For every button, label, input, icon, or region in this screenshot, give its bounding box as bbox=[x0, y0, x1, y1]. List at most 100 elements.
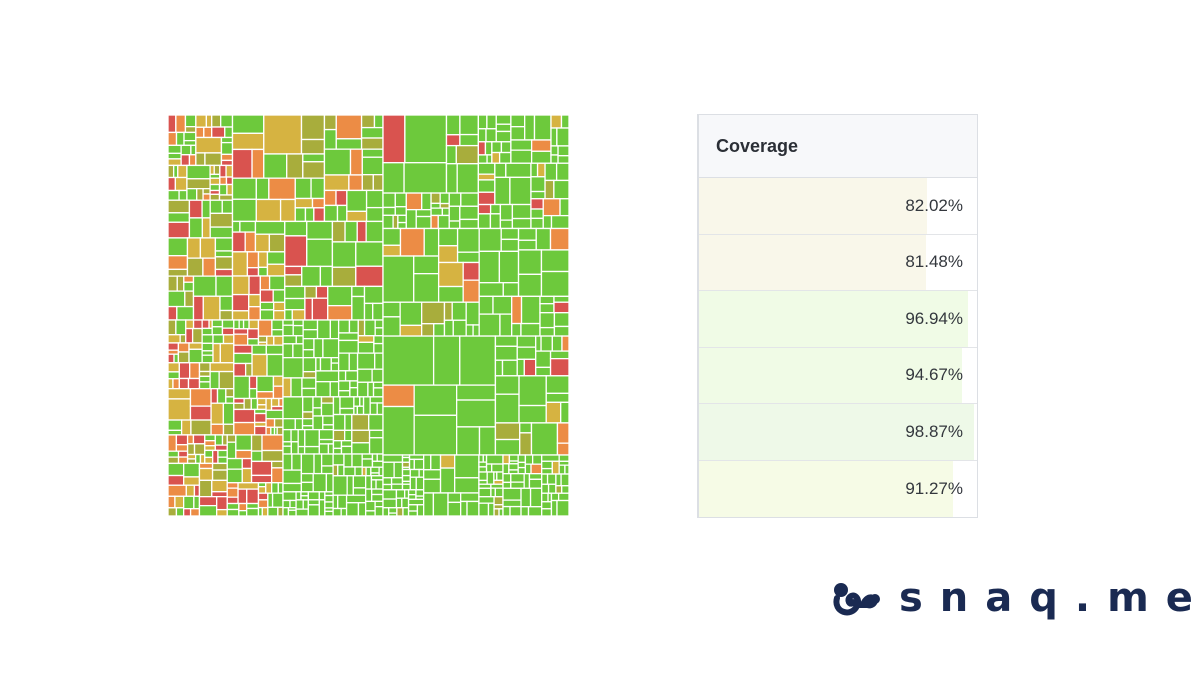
treemap-cell bbox=[539, 312, 556, 329]
treemap-cell bbox=[251, 148, 265, 179]
treemap-cell bbox=[186, 178, 211, 190]
treemap-cell bbox=[233, 344, 253, 355]
coverage-row: 82.02% bbox=[699, 178, 977, 235]
treemap-cell bbox=[456, 426, 481, 456]
treemap-cell bbox=[312, 407, 323, 417]
treemap-cell bbox=[382, 477, 393, 486]
treemap-cell bbox=[282, 445, 292, 455]
squirrel-icon bbox=[833, 583, 880, 616]
treemap-cell bbox=[261, 449, 284, 463]
treemap-cell bbox=[222, 402, 235, 425]
treemap-cell bbox=[214, 250, 234, 258]
brand-logo[interactable]: snaq.me bbox=[833, 576, 1200, 620]
treemap-cell bbox=[270, 467, 284, 484]
treemap-cell bbox=[177, 351, 190, 364]
treemap-cell bbox=[302, 357, 317, 373]
treemap-cell bbox=[331, 266, 357, 288]
treemap-cell bbox=[231, 220, 241, 233]
treemap-cell bbox=[517, 249, 543, 275]
treemap-cell bbox=[502, 505, 511, 516]
treemap-cell bbox=[256, 375, 275, 393]
treemap-cell bbox=[168, 378, 174, 390]
treemap-cell bbox=[327, 443, 335, 455]
treemap-cell bbox=[545, 401, 562, 424]
treemap-cell bbox=[395, 497, 403, 509]
treemap-cell bbox=[530, 422, 559, 456]
coverage-row: 94.67% bbox=[699, 347, 977, 404]
treemap-cell bbox=[486, 154, 493, 164]
treemap-cell bbox=[536, 162, 546, 178]
treemap-cell bbox=[415, 476, 425, 491]
treemap-cell bbox=[344, 413, 353, 431]
treemap-cell bbox=[542, 214, 553, 230]
treemap-cell bbox=[284, 274, 303, 288]
treemap-cell bbox=[560, 115, 569, 129]
treemap-cell bbox=[447, 501, 462, 516]
treemap-cell bbox=[329, 319, 340, 340]
treemap-cell bbox=[210, 388, 219, 404]
treemap-cell bbox=[437, 245, 459, 264]
treemap-cell bbox=[374, 352, 384, 370]
treemap-cell bbox=[246, 251, 260, 269]
treemap-cell bbox=[560, 473, 569, 487]
treemap-cell bbox=[201, 217, 211, 239]
treemap-cell bbox=[455, 144, 480, 165]
treemap-cell bbox=[306, 220, 334, 240]
treemap-cell bbox=[277, 506, 284, 516]
treemap-cell bbox=[307, 504, 320, 516]
treemap-cell bbox=[322, 424, 335, 431]
treemap-cell bbox=[292, 343, 304, 359]
treemap-cell bbox=[221, 319, 235, 329]
treemap-cell bbox=[553, 312, 569, 328]
treemap-cell bbox=[294, 207, 307, 223]
treemap-cell bbox=[500, 238, 520, 253]
treemap-cell bbox=[219, 309, 234, 321]
treemap-cell bbox=[284, 265, 303, 276]
treemap-cell bbox=[188, 154, 197, 167]
treemap-cell bbox=[282, 453, 293, 471]
treemap-cell bbox=[256, 391, 275, 400]
treemap-cell bbox=[494, 422, 521, 441]
treemap-cell bbox=[231, 148, 253, 179]
treemap-cell bbox=[399, 227, 425, 257]
treemap-cell bbox=[168, 419, 183, 431]
treemap-cell bbox=[509, 176, 532, 206]
treemap-cell bbox=[415, 215, 432, 230]
treemap-cell bbox=[439, 467, 456, 494]
treemap-cell bbox=[456, 163, 480, 194]
treemap-cell bbox=[266, 263, 286, 277]
treemap-cell bbox=[282, 499, 291, 509]
treemap-cell bbox=[456, 384, 497, 401]
treemap-cell bbox=[396, 507, 404, 516]
treemap-cell bbox=[168, 305, 178, 321]
treemap-cell bbox=[460, 192, 480, 207]
treemap-cell bbox=[494, 162, 507, 179]
treemap-cell bbox=[168, 131, 178, 147]
treemap-cell bbox=[382, 227, 402, 246]
treemap-cell bbox=[361, 453, 374, 460]
treemap-cell bbox=[337, 464, 345, 477]
treemap-cell bbox=[376, 402, 384, 416]
coverage-value: 94.67% bbox=[905, 365, 963, 385]
treemap-cell bbox=[231, 231, 246, 253]
treemap-cell bbox=[365, 475, 373, 490]
treemap-cell bbox=[216, 508, 228, 516]
treemap-cell bbox=[530, 190, 546, 200]
treemap-cell bbox=[487, 502, 495, 516]
treemap-cell bbox=[255, 177, 270, 201]
treemap-cell bbox=[353, 396, 361, 407]
treemap-cell bbox=[520, 322, 541, 337]
treemap-cell bbox=[368, 437, 384, 455]
treemap-cell bbox=[295, 508, 309, 516]
treemap-cell bbox=[168, 334, 181, 344]
treemap-cell bbox=[178, 377, 190, 390]
treemap-cell bbox=[217, 449, 228, 458]
treemap-cell bbox=[176, 305, 195, 321]
treemap-cell bbox=[367, 381, 375, 398]
treemap-cell bbox=[351, 285, 366, 298]
treemap-cell bbox=[365, 189, 384, 209]
treemap-cell bbox=[401, 456, 411, 463]
treemap-cell bbox=[432, 335, 461, 386]
treemap-cell bbox=[231, 275, 250, 296]
treemap-cell bbox=[290, 428, 299, 443]
